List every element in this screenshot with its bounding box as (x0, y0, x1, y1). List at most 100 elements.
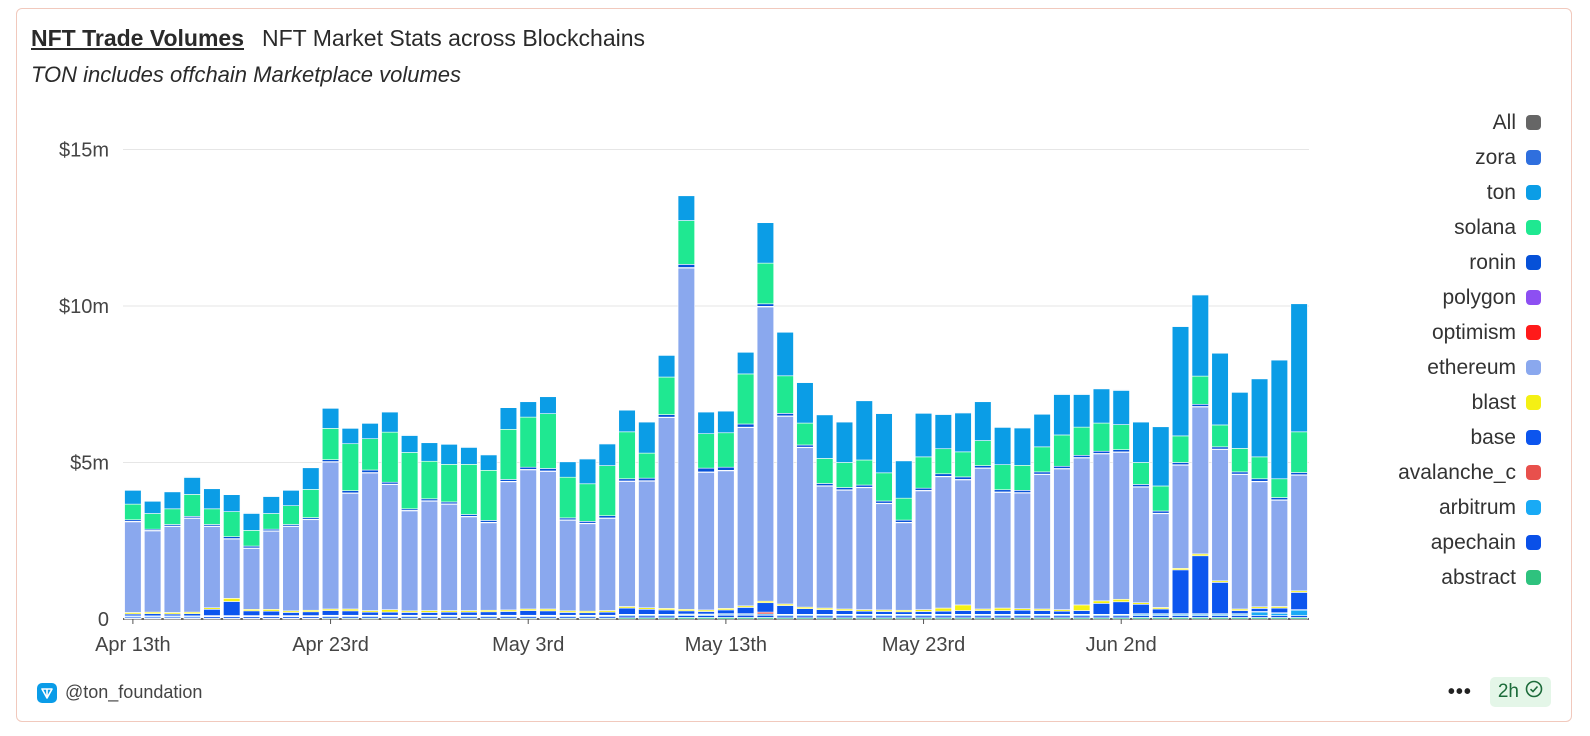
bar-segment-base (776, 605, 794, 615)
bar-segment-ton (1053, 393, 1071, 436)
bar-segment-zora (499, 406, 518, 408)
legend-label: blast (1471, 390, 1516, 414)
bar-segment-zora (578, 458, 597, 460)
bar-segment-ronin (1231, 471, 1249, 475)
bar-segment-zora (994, 426, 1012, 428)
bar-segment-ton (460, 446, 478, 465)
bar-segment-solana (381, 431, 399, 483)
legend-label: ton (1486, 180, 1516, 204)
legend-item-ronin[interactable]: ronin (1281, 245, 1541, 280)
bar-segment-ton (183, 476, 201, 495)
bar-segment-base (420, 612, 438, 616)
legend-item-polygon[interactable]: polygon (1281, 280, 1541, 315)
legend-item-zora[interactable]: zora (1281, 140, 1541, 175)
bar-segment-ton (1250, 378, 1269, 458)
bar-segment-ton (796, 382, 814, 424)
bar-segment-base (1231, 610, 1249, 614)
bar-segment-ethereum (262, 530, 280, 610)
legend-item-arbitrum[interactable]: arbitrum (1281, 490, 1541, 525)
author-attribution[interactable]: @ton_foundation (37, 682, 202, 703)
bar-segment-zora (341, 427, 359, 429)
legend-item-base[interactable]: base (1281, 420, 1541, 455)
bar-segment-zora (302, 466, 320, 469)
bar-segment-zora (361, 422, 379, 424)
legend-item-avalanche-c[interactable]: avalanche_c (1281, 455, 1541, 490)
chart-title-link[interactable]: NFT Trade Volumes (31, 25, 245, 51)
bar-segment-ton (934, 413, 952, 450)
bar-segment-base (717, 609, 735, 614)
bar-segment-base (677, 610, 695, 615)
bar-segment-base (954, 610, 972, 615)
legend-item-ton[interactable]: ton (1281, 175, 1541, 210)
bar-segment-base (302, 611, 320, 616)
bar-segment-ronin (954, 476, 972, 480)
bar-segment-ton (994, 426, 1012, 465)
bar-segment-ethereum (1132, 486, 1150, 604)
bar-segment-solana (401, 452, 419, 510)
refresh-badge[interactable]: 2h (1489, 677, 1551, 707)
bar-segment-solana (816, 458, 834, 484)
legend-item-apechain[interactable]: apechain (1281, 525, 1541, 560)
bar-segment-solana (875, 472, 893, 502)
bar-segment-ethereum (796, 447, 814, 608)
bar-segment-ronin (934, 473, 952, 477)
legend-label: arbitrum (1438, 495, 1516, 519)
bar-segment-zora (598, 443, 616, 445)
legend-item-optimism[interactable]: optimism (1281, 315, 1541, 350)
bar-segment-ton (223, 494, 241, 512)
bar-segment-ton (1132, 421, 1150, 463)
legend-item-blast[interactable]: blast (1281, 385, 1541, 420)
bar-segment-ton (1152, 426, 1170, 487)
bar-segment-zora (381, 411, 399, 413)
legend-item-solana[interactable]: solana (1281, 210, 1541, 245)
bar-segment-ethereum (994, 491, 1012, 609)
bar-segment-solana (341, 443, 359, 491)
bar-segment-base (223, 601, 241, 616)
legend-item-ethereum[interactable]: ethereum (1281, 350, 1541, 385)
bar-segment-base (638, 608, 656, 615)
bar-segment-ronin (1112, 449, 1130, 453)
bar-segment-zora (855, 399, 873, 402)
bar-segment-ton (618, 409, 636, 433)
bar-segment-ethereum (697, 471, 715, 611)
bar-segment-base (816, 609, 834, 615)
bar-segment-ton (855, 400, 873, 461)
bar-segment-base (559, 612, 577, 616)
bar-segment-blast (1112, 598, 1130, 603)
legend-item-all[interactable]: All (1281, 105, 1541, 140)
bar-segment-solana (974, 440, 992, 466)
bar-segment-ronin (974, 465, 992, 469)
bar-segment-zora (1171, 325, 1190, 327)
bar-segment-base (1191, 555, 1209, 614)
bar-segment-base (618, 607, 636, 615)
bar-segment-base (895, 611, 913, 615)
bar-segment-solana (776, 375, 794, 414)
bar-segment-base (914, 611, 933, 615)
legend-label: ronin (1469, 250, 1516, 274)
bar-segment-ronin (1092, 450, 1111, 454)
chart-legend: All zora ton solana ronin polygon optimism ethe… (1281, 105, 1541, 595)
bar-segment-ronin (1250, 478, 1269, 482)
bar-segment-blast (994, 607, 1012, 611)
bar-segment-ethereum (1112, 451, 1130, 600)
bar-segment-ethereum (124, 521, 142, 613)
bar-segment-ton (1092, 388, 1111, 424)
bar-segment-ethereum (559, 519, 577, 612)
bar-segment-solana (1092, 422, 1111, 452)
bar-segment-ronin (1073, 455, 1091, 458)
more-options-button[interactable]: ••• (1447, 680, 1472, 703)
bar-segment-ethereum (638, 480, 656, 609)
bar-segment-ethereum (1092, 453, 1111, 602)
bar-segment-ton (144, 500, 162, 514)
bar-segment-zora (1033, 413, 1051, 415)
legend-swatch (1526, 220, 1541, 235)
bar-segment-base (539, 610, 557, 616)
bar-segment-ton (835, 421, 854, 463)
bar-segment-zora (934, 413, 952, 415)
bar-segment-base (203, 608, 221, 616)
bar-segment-base (381, 611, 399, 616)
bar-segment-ronin (796, 444, 814, 448)
legend-item-abstract[interactable]: abstract (1281, 560, 1541, 595)
bar-segment-zora (183, 476, 201, 478)
bar-segment-ronin (914, 487, 933, 491)
